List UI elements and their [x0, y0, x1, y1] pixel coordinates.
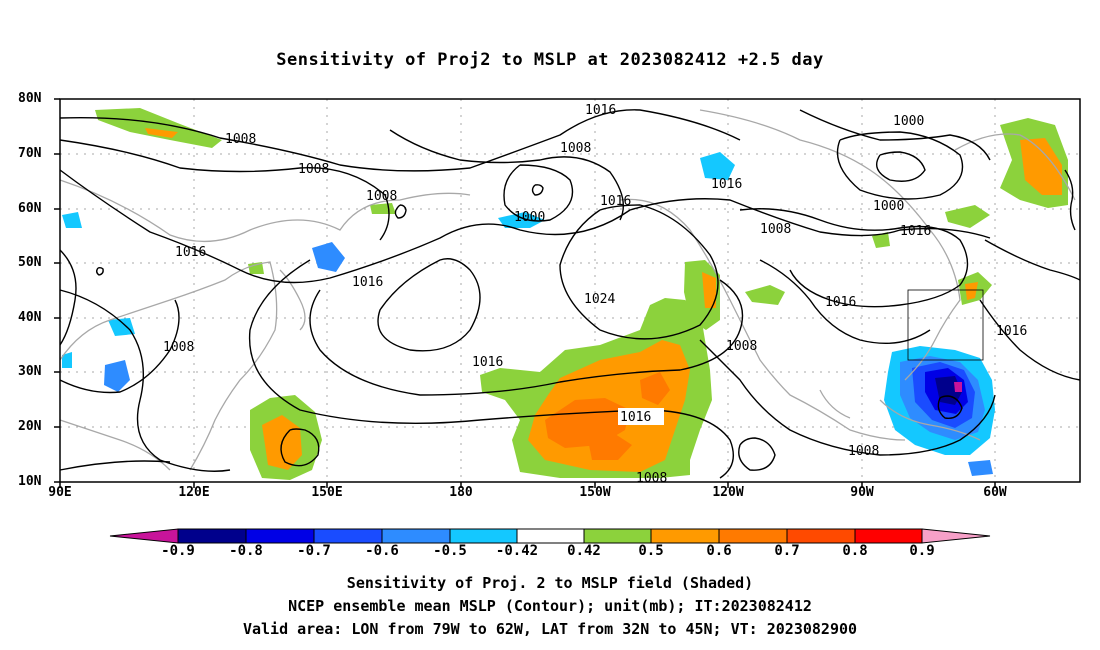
colorbar — [109, 528, 991, 544]
colorbar-label: 0.9 — [909, 543, 935, 559]
valid-area-box — [907, 289, 984, 361]
colorbar-label: 0.7 — [774, 543, 800, 559]
contour-label: 1008 — [225, 132, 256, 147]
colorbar-swatch — [245, 528, 315, 544]
contour-label: 1016 — [825, 295, 856, 310]
lon-label: 90E — [48, 485, 72, 500]
axis-ticks — [54, 98, 996, 488]
contour-label: 1016 — [175, 245, 206, 260]
contour-label: 1024 — [584, 292, 615, 307]
caption-line: NCEP ensemble mean MSLP (Contour); unit(… — [288, 597, 812, 615]
caption-line: Valid area: LON from 79W to 62W, LAT fro… — [242, 620, 858, 638]
colorbar-label: -0.5 — [433, 543, 467, 559]
sensitivity-shading — [62, 108, 1068, 480]
contour-label: 1000 — [893, 114, 924, 129]
colorbar-swatch — [583, 528, 652, 544]
colorbar-label: 0.42 — [567, 543, 601, 559]
lon-label: 60W — [983, 485, 1007, 500]
contour-label: 1008 — [636, 471, 667, 486]
contour-label: 1008 — [163, 340, 194, 355]
colorbar-swatch-neg-overflow — [109, 528, 179, 544]
colorbar-swatch — [516, 528, 585, 544]
lon-label: 120E — [178, 485, 210, 500]
lon-label: 120W — [712, 485, 744, 500]
colorbar-swatch — [449, 528, 518, 544]
lat-label: 10N — [18, 474, 42, 489]
colorbar-label: -0.7 — [297, 543, 331, 559]
colorbar-swatch — [313, 528, 383, 544]
contour-label: 1016 — [620, 410, 651, 425]
contour-label: 1008 — [366, 189, 397, 204]
contour-label: 1000 — [873, 199, 904, 214]
lon-label: 150W — [579, 485, 611, 500]
colorbar-swatch — [854, 528, 923, 544]
contour-label: 1016 — [472, 355, 503, 370]
lon-label: 180 — [449, 485, 473, 500]
caption-line: Sensitivity of Proj. 2 to MSLP field (Sh… — [346, 574, 754, 592]
colorbar-label: 0.5 — [638, 543, 664, 559]
contour-label: 1008 — [726, 339, 757, 354]
colorbar-swatch — [650, 528, 720, 544]
contour-label: 1008 — [560, 141, 591, 156]
contour-label: 1008 — [298, 162, 329, 177]
contour-label: 1016 — [352, 275, 383, 290]
contour-label: 1016 — [900, 224, 931, 239]
lat-label: 20N — [18, 419, 42, 434]
contour-label: 1016 — [585, 103, 616, 118]
contour-label: 1000 — [514, 210, 545, 225]
colorbar-swatch — [177, 528, 247, 544]
colorbar-label: -0.8 — [229, 543, 263, 559]
lat-label: 70N — [18, 146, 42, 161]
lon-label: 150E — [311, 485, 343, 500]
colorbar-label: -0.9 — [161, 543, 195, 559]
map-title: Sensitivity of Proj2 to MSLP at 20230824… — [276, 50, 824, 70]
contour-label: 1016 — [711, 177, 742, 192]
colorbar-swatch-pos-overflow — [921, 528, 991, 544]
contour-label: 1008 — [848, 444, 879, 459]
lat-label: 60N — [18, 201, 42, 216]
mslp-contours — [59, 109, 1081, 479]
lat-label: 40N — [18, 310, 42, 325]
contour-label: 1016 — [996, 324, 1027, 339]
contour-labels: 1016 1008 1008 1008 1016 1008 1000 1016 … — [163, 103, 1027, 486]
lat-label: 80N — [18, 91, 42, 106]
colorbar-label: -0.42 — [495, 543, 539, 559]
colorbar-label: 0.8 — [842, 543, 868, 559]
lat-label: 30N — [18, 364, 42, 379]
colorbar-swatch — [381, 528, 451, 544]
map-frame — [59, 98, 1081, 483]
colorbar-label: -0.6 — [365, 543, 399, 559]
colorbar-swatch — [786, 528, 856, 544]
lat-label: 50N — [18, 255, 42, 270]
colorbar-label: 0.6 — [706, 543, 732, 559]
colorbar-swatch — [718, 528, 788, 544]
coastlines — [59, 109, 1076, 471]
lon-label: 90W — [850, 485, 874, 500]
contour-label: 1016 — [600, 194, 631, 209]
contour-label: 1008 — [760, 222, 791, 237]
